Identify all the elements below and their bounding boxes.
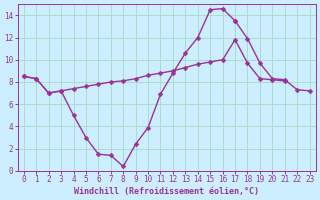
X-axis label: Windchill (Refroidissement éolien,°C): Windchill (Refroidissement éolien,°C) [74, 187, 259, 196]
